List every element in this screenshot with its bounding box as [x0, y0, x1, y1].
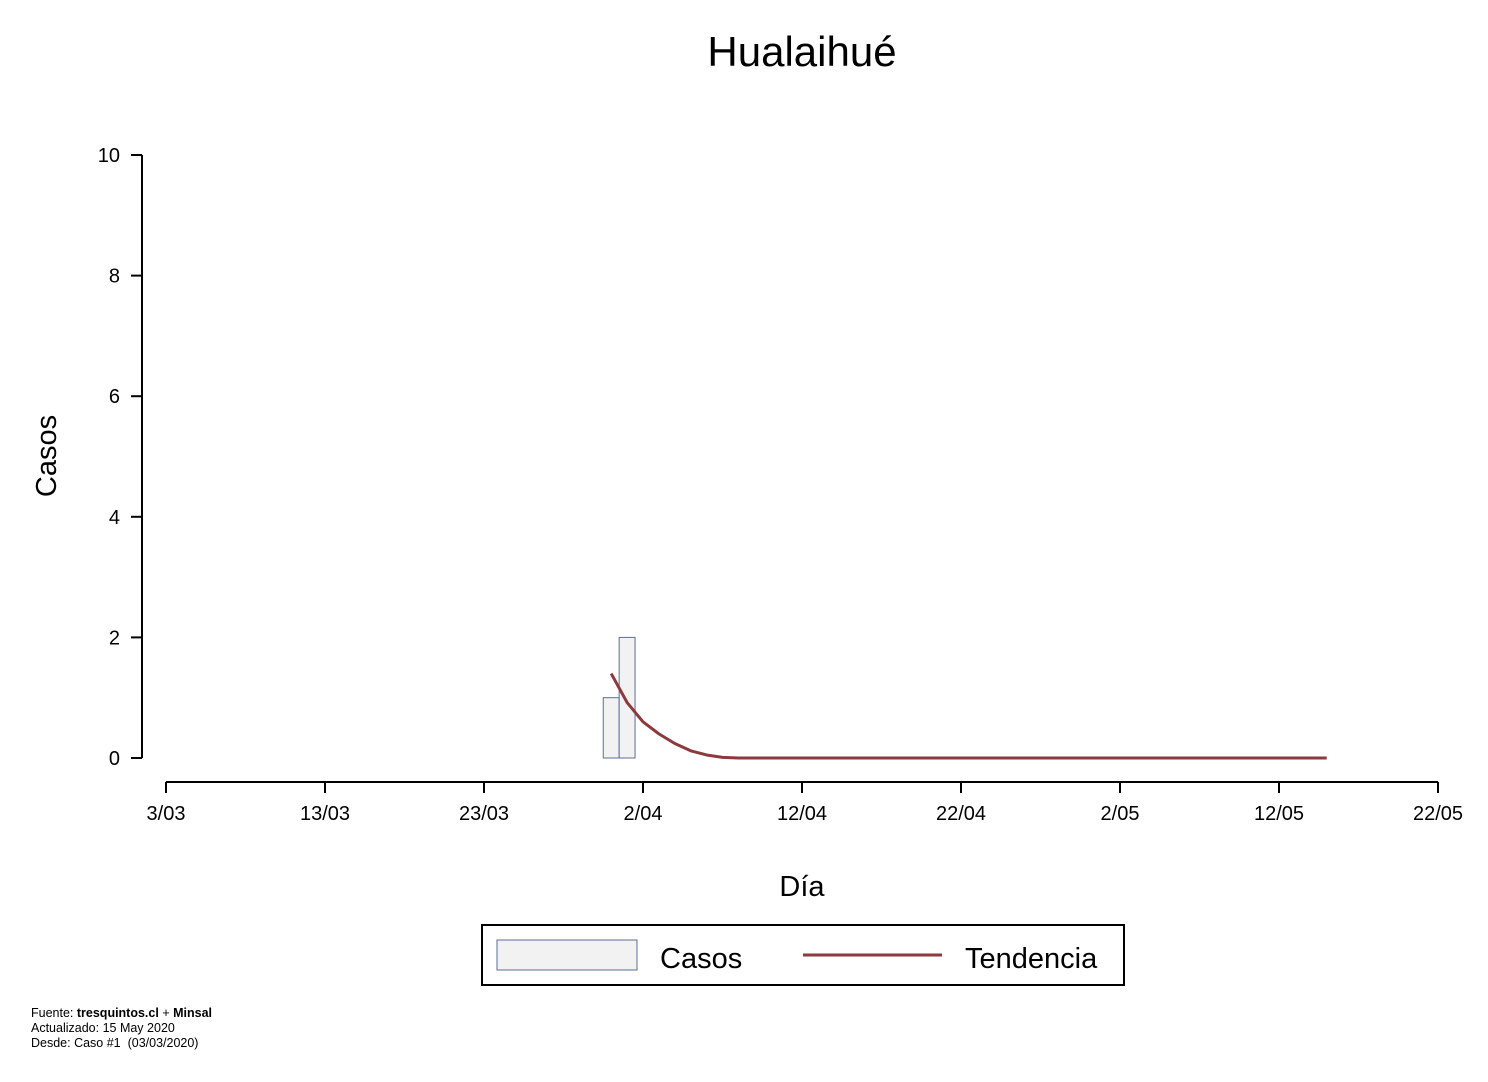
footer-source: Fuente: tresquintos.cl + Minsal [31, 1006, 212, 1021]
x-tick-label: 2/05 [1101, 803, 1140, 825]
x-tick-label: 23/03 [459, 803, 509, 825]
x-axis-label: Día [779, 871, 825, 903]
legend: Casos Tendencia [481, 924, 1125, 986]
x-tick-label: 3/03 [147, 803, 186, 825]
y-axis-label: Casos [31, 415, 63, 497]
x-tick-label: 22/05 [1413, 803, 1463, 825]
x-tick-label: 13/03 [300, 803, 350, 825]
x-tick-label: 22/04 [936, 803, 986, 825]
footer-source-a: tresquintos.cl [76, 1006, 159, 1020]
x-tick-label: 12/04 [777, 803, 827, 825]
y-tick-label: 2 [109, 627, 120, 649]
legend-label-casos: Casos [660, 943, 742, 975]
y-tick-label: 10 [98, 145, 120, 167]
footer-source-join: + [158, 1006, 174, 1020]
y-tick-label: 8 [109, 266, 120, 288]
x-axis: 3/03 13/03 23/03 2/04 12/04 22/04 2/05 12/05 22/… [147, 781, 1463, 825]
y-tick-label: 4 [109, 507, 120, 529]
footer-source-b: Minsal [173, 1006, 212, 1020]
footer-source-prefix: Fuente: [31, 1006, 77, 1020]
footer-updated: Actualizado: 15 May 2020 [31, 1021, 175, 1035]
y-tick-label: 0 [109, 748, 120, 770]
legend-label-tendencia: Tendencia [965, 943, 1098, 975]
x-tick-label: 2/04 [624, 803, 663, 825]
bar-casos [602, 697, 620, 759]
bar-casos [618, 636, 636, 759]
chart-title: Hualaihué [707, 28, 896, 75]
trend-line [609, 672, 1327, 760]
trend [609, 672, 1327, 760]
x-tick-label: 12/05 [1254, 803, 1304, 825]
legend-swatch-casos [496, 939, 638, 971]
y-axis: 0 2 4 6 8 10 [98, 145, 143, 770]
footer: Fuente: tresquintos.cl + Minsal Actualiz… [31, 1006, 212, 1051]
footer-since: Desde: Caso #1 (03/03/2020) [31, 1036, 199, 1050]
bars [602, 636, 636, 759]
y-tick-label: 6 [109, 386, 120, 408]
